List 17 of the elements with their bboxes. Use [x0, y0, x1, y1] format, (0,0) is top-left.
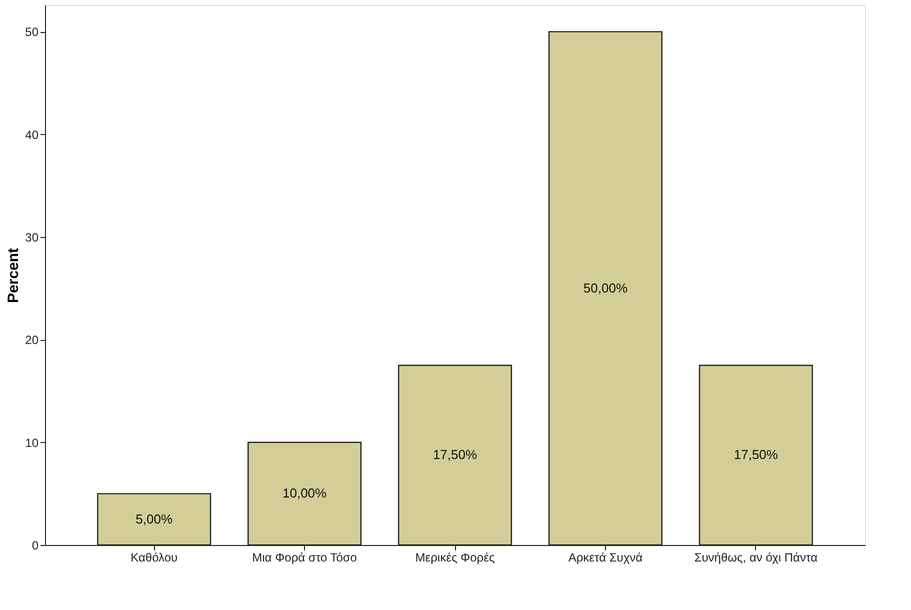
- x-tick-label: Αρκετά Συχνά: [568, 550, 643, 564]
- y-tick-label: 30: [25, 230, 39, 245]
- data-label: 17,50%: [734, 447, 778, 462]
- data-label: 50,00%: [583, 280, 628, 296]
- x-tick-label: Μερικές Φορές: [415, 550, 495, 564]
- y-axis-title: Percent: [5, 248, 22, 304]
- x-tick-label: Μια Φορά στο Τόσο: [252, 550, 358, 564]
- data-label: 10,00%: [282, 486, 328, 501]
- y-tick-label: 50: [25, 25, 39, 40]
- y-tick-label: 40: [25, 128, 39, 142]
- x-tick-label: Καθόλου: [130, 550, 178, 564]
- data-label: 17,50%: [432, 447, 478, 462]
- y-tick-label: 0: [32, 538, 39, 552]
- y-tick-label: 10: [25, 436, 39, 450]
- data-label: 5,00%: [136, 511, 173, 526]
- x-tick-label: Συνήθως, αν όχι Πάντα: [694, 550, 818, 564]
- y-tick-label: 20: [25, 333, 39, 348]
